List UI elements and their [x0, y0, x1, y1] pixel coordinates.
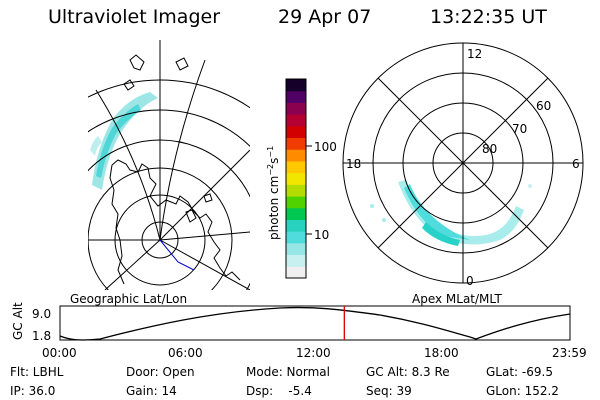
- geo-panel-label: Geographic Lat/Lon: [70, 292, 187, 306]
- polar-aurora-emission: [370, 180, 532, 246]
- altitude-xtick-0: 00:00: [42, 346, 77, 360]
- mlat-label-80: 80: [482, 142, 497, 156]
- status-mode: Mode: Normal: [246, 365, 330, 379]
- altitude-plot: GC Alt 9.0 1.8 00:00 06:00 12:00 18:00 2…: [11, 302, 587, 360]
- geo-aurora-emission: [90, 92, 158, 190]
- mlt-label-0: 0: [466, 274, 474, 288]
- status-gc-alt: GC Alt: 8.3 Re: [366, 365, 450, 379]
- polar-mlat-mlt-plot: 80 70 60 12 18 6 0: [342, 42, 584, 288]
- altitude-ytick-min: 1.8: [32, 329, 51, 343]
- observation-date: 29 Apr 07: [278, 6, 372, 28]
- altitude-curve: [59, 306, 571, 341]
- mlt-label-18: 18: [346, 157, 361, 171]
- colorbar-cell: [286, 102, 306, 115]
- colorbar-cell: [286, 114, 306, 127]
- observation-time: 13:22:35 UT: [430, 6, 547, 28]
- colorbar-cell: [286, 90, 306, 103]
- colorbar-cell: [286, 125, 306, 139]
- page-title: Ultraviolet Imager: [48, 6, 221, 28]
- colorbar-cell: [286, 79, 306, 92]
- altitude-xtick-3: 18:00: [424, 346, 459, 360]
- status-flt: Flt: LBHL: [10, 365, 64, 379]
- altitude-xtick-2: 12:00: [296, 346, 331, 360]
- status-gain: Gain: 14: [126, 384, 177, 398]
- colorbar: 100 10 photon cm−2s−1: [266, 78, 337, 279]
- colorbar-cell: [286, 242, 306, 256]
- geographic-map: [88, 40, 250, 290]
- polar-panel-label: Apex MLat/MLT: [412, 292, 502, 306]
- status-seq: Seq: 39: [366, 384, 412, 398]
- altitude-xtick-4: 23:59: [552, 346, 587, 360]
- colorbar-cell: [286, 231, 306, 244]
- mlat-label-70: 70: [512, 122, 527, 136]
- altitude-ytick-max: 9.0: [32, 307, 51, 321]
- colorbar-cell: [286, 254, 306, 267]
- mlt-label-6: 6: [572, 157, 580, 171]
- colorbar-unit-label: photon cm−2s−1: [266, 146, 281, 240]
- colorbar-cell: [286, 207, 306, 220]
- status-glon: GLon: 152.2: [486, 384, 559, 398]
- mlt-label-12: 12: [467, 47, 482, 61]
- colorbar-cell: [286, 160, 306, 174]
- colorbar-cell: [286, 266, 306, 279]
- colorbar-cell: [286, 137, 306, 150]
- status-panel: Flt: LBHL Door: Open Mode: Normal GC Alt…: [10, 365, 559, 398]
- colorbar-cell: [286, 184, 306, 197]
- colorbar-cell: [286, 219, 306, 232]
- mlat-label-60: 60: [536, 99, 551, 113]
- status-dsp: Dsp: -5.4: [246, 384, 312, 398]
- status-door: Door: Open: [126, 365, 195, 379]
- status-ip: IP: 36.0: [10, 384, 55, 398]
- colorbar-tick-10: 10: [314, 228, 329, 242]
- colorbar-cell: [286, 149, 306, 162]
- altitude-ylabel: GC Alt: [11, 302, 25, 340]
- colorbar-tick-100: 100: [314, 140, 337, 154]
- status-glat: GLat: -69.5: [486, 365, 553, 379]
- colorbar-cell: [286, 172, 306, 185]
- colorbar-cell: [286, 196, 306, 209]
- altitude-xtick-1: 06:00: [168, 346, 203, 360]
